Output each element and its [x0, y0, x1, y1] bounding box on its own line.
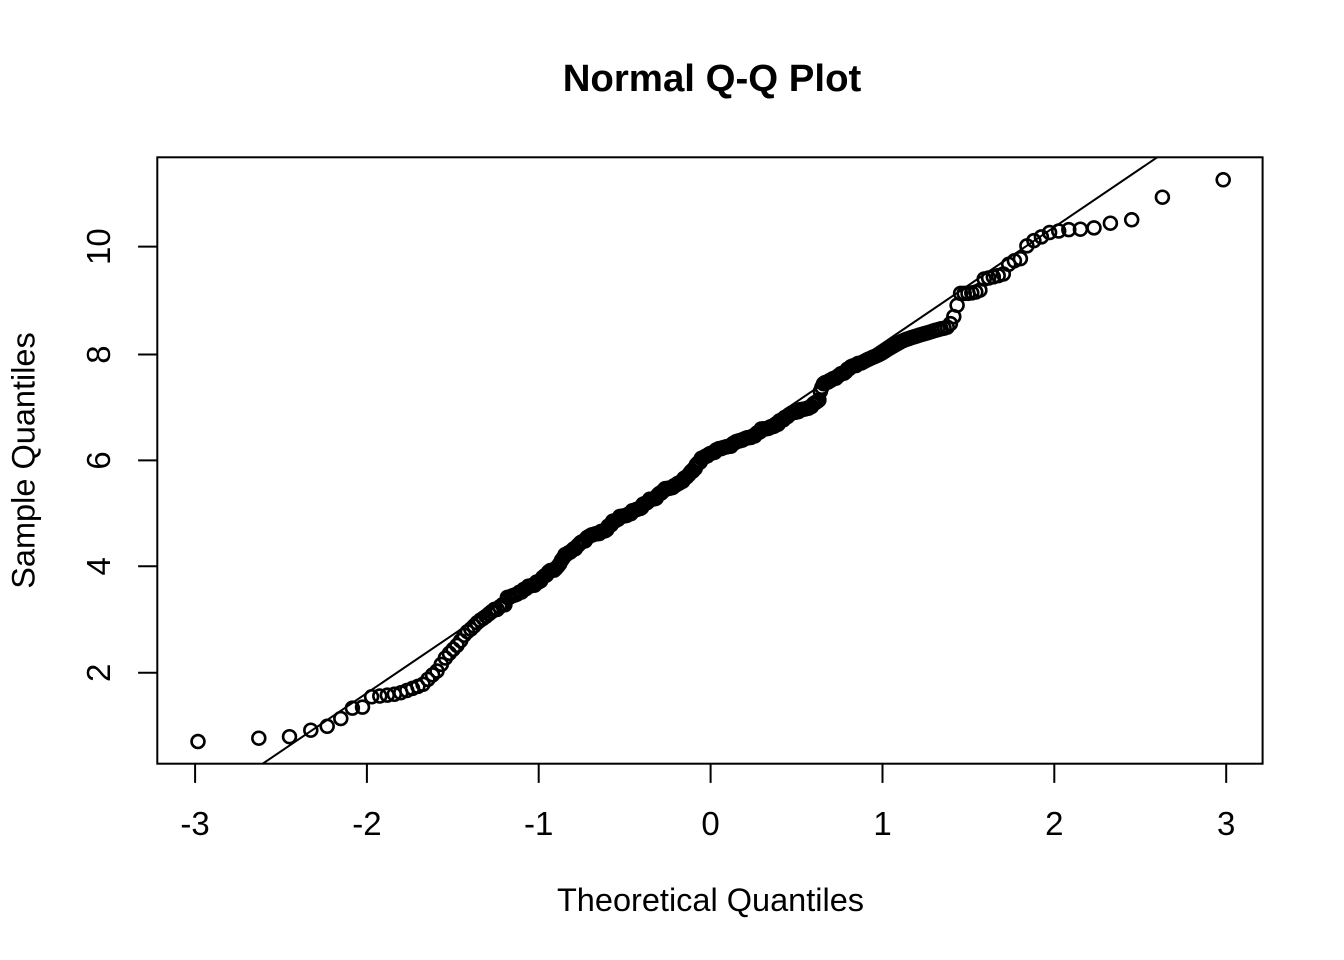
svg-text:3: 3	[1217, 805, 1235, 842]
svg-text:Sample Quantiles: Sample Quantiles	[6, 332, 42, 589]
svg-text:2: 2	[1045, 805, 1063, 842]
svg-text:-2: -2	[352, 805, 381, 842]
svg-text:Normal Q-Q Plot: Normal Q-Q Plot	[563, 57, 862, 100]
svg-text:1: 1	[873, 805, 891, 842]
svg-text:10: 10	[80, 228, 117, 265]
svg-text:8: 8	[80, 345, 117, 363]
svg-text:0: 0	[701, 805, 719, 842]
svg-text:Theoretical Quantiles: Theoretical Quantiles	[557, 882, 864, 918]
svg-text:4: 4	[80, 557, 117, 575]
svg-text:-1: -1	[524, 805, 553, 842]
svg-text:6: 6	[80, 451, 117, 469]
svg-text:-3: -3	[180, 805, 209, 842]
svg-text:2: 2	[80, 664, 117, 682]
